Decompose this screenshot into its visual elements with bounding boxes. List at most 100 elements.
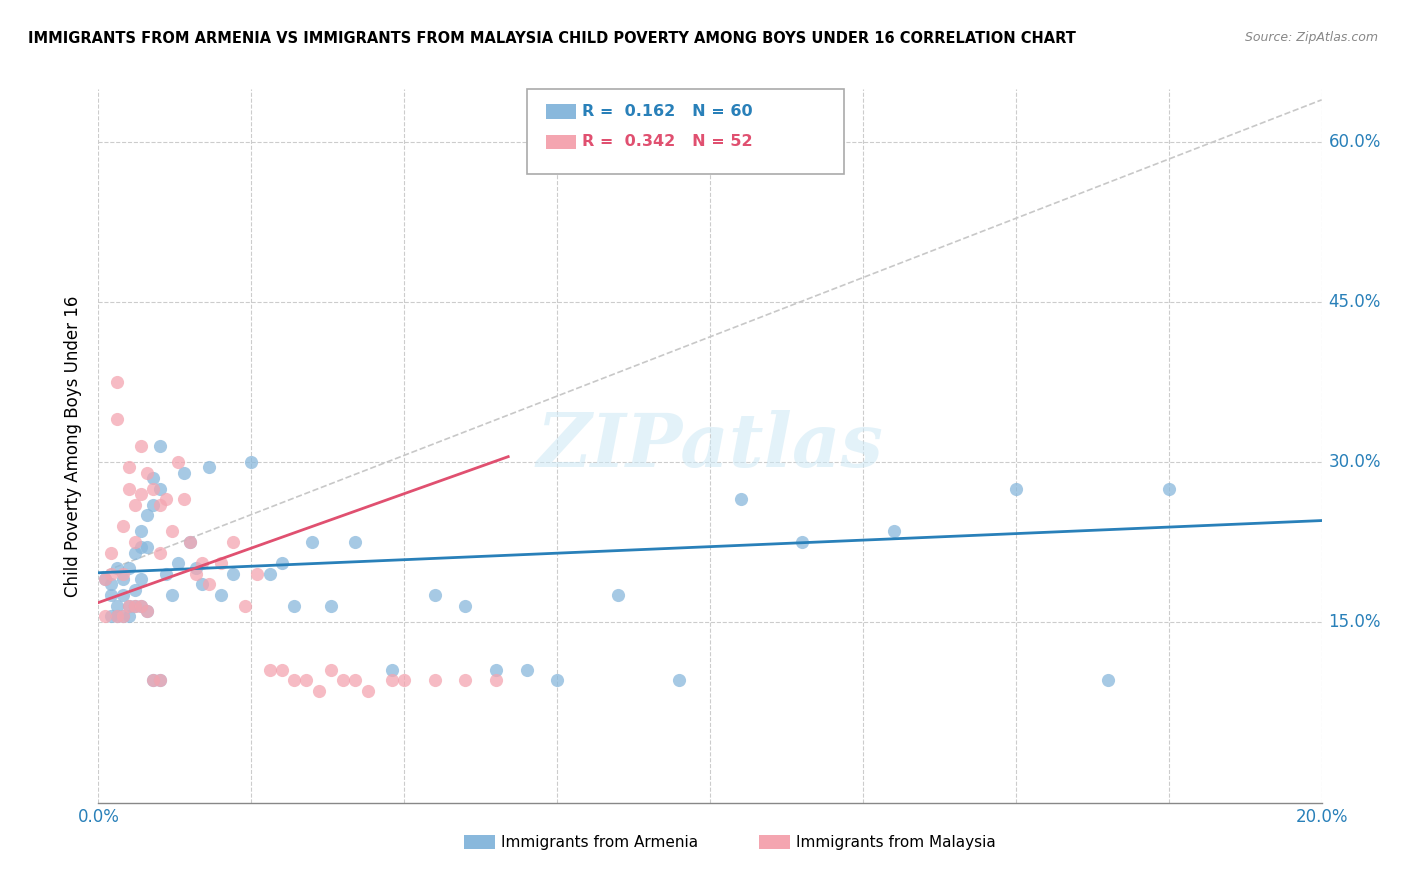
Point xyxy=(142,498,165,512)
Point xyxy=(136,540,159,554)
Point xyxy=(142,471,165,485)
Point xyxy=(142,482,165,496)
Text: R =  0.162   N = 60: R = 0.162 N = 60 xyxy=(582,104,752,119)
Point xyxy=(149,673,172,688)
Point xyxy=(124,534,146,549)
Point xyxy=(197,460,219,475)
Point xyxy=(191,556,214,570)
Point xyxy=(129,540,152,554)
Point xyxy=(222,566,245,581)
Point xyxy=(485,673,508,688)
Point xyxy=(93,609,115,624)
Point xyxy=(93,572,115,586)
Point xyxy=(607,588,630,602)
Point xyxy=(516,663,538,677)
Point xyxy=(118,609,141,624)
Point xyxy=(155,492,177,507)
Point xyxy=(118,599,141,613)
Point xyxy=(149,545,172,559)
Point xyxy=(191,577,214,591)
Point xyxy=(668,673,690,688)
Point xyxy=(356,684,378,698)
Point xyxy=(111,588,134,602)
Point xyxy=(186,561,208,575)
Point xyxy=(142,673,165,688)
Point xyxy=(1004,482,1026,496)
Point xyxy=(129,599,152,613)
Point xyxy=(381,663,404,677)
Text: Immigrants from Malaysia: Immigrants from Malaysia xyxy=(796,835,995,849)
Point xyxy=(136,604,159,618)
Point xyxy=(124,498,146,512)
Point xyxy=(155,566,177,581)
Point xyxy=(160,524,183,539)
Point xyxy=(883,524,905,539)
Point xyxy=(149,498,172,512)
Point xyxy=(100,609,122,624)
Point xyxy=(179,534,201,549)
Point xyxy=(124,582,146,597)
Point xyxy=(100,566,122,581)
Point xyxy=(1097,673,1119,688)
Point xyxy=(1157,482,1180,496)
Point xyxy=(111,566,134,581)
Point xyxy=(111,609,134,624)
Point xyxy=(118,599,141,613)
Point xyxy=(149,673,172,688)
Point xyxy=(454,673,477,688)
Point xyxy=(332,673,354,688)
Text: 30.0%: 30.0% xyxy=(1329,453,1381,471)
Point xyxy=(173,492,195,507)
Point xyxy=(105,412,128,426)
Point xyxy=(124,599,146,613)
Point xyxy=(111,519,134,533)
Point xyxy=(546,673,568,688)
Point xyxy=(308,684,330,698)
Point xyxy=(283,673,305,688)
Point xyxy=(259,663,281,677)
Point xyxy=(129,599,152,613)
Point xyxy=(344,673,367,688)
Text: Immigrants from Armenia: Immigrants from Armenia xyxy=(501,835,697,849)
Point xyxy=(167,455,190,469)
Text: 45.0%: 45.0% xyxy=(1329,293,1381,311)
Text: IMMIGRANTS FROM ARMENIA VS IMMIGRANTS FROM MALAYSIA CHILD POVERTY AMONG BOYS UND: IMMIGRANTS FROM ARMENIA VS IMMIGRANTS FR… xyxy=(28,31,1076,46)
Point xyxy=(209,556,232,570)
Point xyxy=(118,482,141,496)
Point xyxy=(730,492,752,507)
Point xyxy=(270,663,292,677)
Text: ZIPatlas: ZIPatlas xyxy=(537,409,883,483)
Point xyxy=(105,375,128,389)
Point xyxy=(240,455,263,469)
Point xyxy=(423,673,446,688)
Point xyxy=(105,609,128,624)
Point xyxy=(129,524,152,539)
Point xyxy=(129,572,152,586)
Point xyxy=(160,588,183,602)
Point xyxy=(197,577,219,591)
Point xyxy=(100,588,122,602)
Point xyxy=(100,577,122,591)
Point xyxy=(136,604,159,618)
Point xyxy=(790,534,813,549)
Point xyxy=(167,556,190,570)
Point xyxy=(186,566,208,581)
Point xyxy=(136,508,159,523)
Point xyxy=(392,673,416,688)
Point xyxy=(246,566,269,581)
Point xyxy=(111,609,134,624)
Point xyxy=(259,566,281,581)
Point xyxy=(179,534,201,549)
Point xyxy=(301,534,323,549)
Point xyxy=(149,482,172,496)
Point xyxy=(485,663,508,677)
Point xyxy=(344,534,367,549)
Point xyxy=(93,572,115,586)
Point xyxy=(142,673,165,688)
Point xyxy=(454,599,477,613)
Point xyxy=(295,673,318,688)
Point xyxy=(105,609,128,624)
Y-axis label: Child Poverty Among Boys Under 16: Child Poverty Among Boys Under 16 xyxy=(65,295,83,597)
Point xyxy=(319,663,342,677)
Point xyxy=(136,466,159,480)
